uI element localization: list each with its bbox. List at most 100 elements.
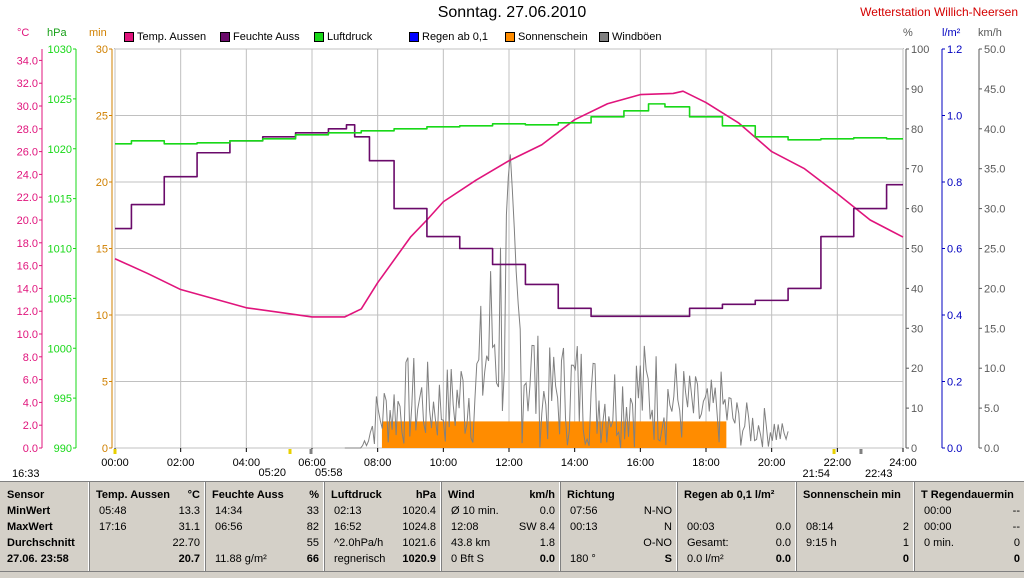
- axis-label-temp: 28.0: [17, 124, 38, 136]
- stats-col-pressure: Luftdruck hPa 02:13 1020.4 16:52 1024.8 ^2.0hP…: [324, 482, 441, 578]
- stats-value: 0: [902, 553, 909, 565]
- axis-label-humidity: 40: [911, 283, 923, 295]
- x-axis-label: 16:00: [627, 457, 655, 469]
- stats-value: 1024.8: [402, 521, 436, 533]
- stats-time: 12:08: [451, 521, 479, 533]
- stats-col-temp: Temp. Aussen °C 05:48 13.3 17:16 31.1 22.70 20.…: [89, 482, 205, 578]
- axis-label-rain: 0.8: [947, 177, 962, 189]
- axis-label-sun: 30: [96, 44, 108, 56]
- x-axis-label: 20:00: [758, 457, 786, 469]
- stats-unit: %: [309, 489, 319, 501]
- axis-label-pressure: 990: [54, 443, 72, 455]
- legend-sun[interactable]: Sonnenschein: [505, 31, 588, 43]
- legend-wind[interactable]: Windböen: [599, 31, 662, 43]
- axis-label-temp: 0.0: [23, 443, 38, 455]
- stats-time: 0 Bft S: [451, 553, 485, 565]
- stats-col-rain-duration: T Regendauermin 00:00 -- 00:00 -- 0 min. 0 0: [914, 482, 1024, 578]
- stats-value: 82: [306, 521, 319, 533]
- event-marker-label: 21:54: [803, 468, 831, 480]
- axis-label-humidity: 30: [911, 323, 923, 335]
- chart-grid: [114, 48, 904, 449]
- stats-time: 02:13: [334, 505, 362, 517]
- axis-label-temp: 30.0: [17, 101, 38, 113]
- stats-value: 0.0: [775, 553, 791, 565]
- stats-time: 43.8 km: [451, 537, 491, 549]
- axis-label-pressure: 1025: [48, 94, 72, 106]
- stats-col-wind: Wind km/h Ø 10 min. 0.0 12:08 SW 8.4 43.8 km 1.…: [441, 482, 560, 578]
- axis-label-temp: 14.0: [17, 283, 38, 295]
- chart-axes: 34.0 32.0 30.0 28.0 26.0 24.0 22.0 20.0 18.0 16.0…: [17, 44, 1006, 469]
- stats-value: 22.70: [172, 537, 200, 549]
- axis-label-temp: 32.0: [17, 78, 38, 90]
- axis-label-wind: 40.0: [984, 124, 1005, 136]
- stats-value: 0.0: [775, 521, 791, 533]
- stats-value: S: [664, 553, 672, 565]
- axis-label-wind: 30.0: [984, 204, 1005, 216]
- stats-panel: Sensor MinWert MaxWert Durchschnitt 27.0…: [0, 481, 1024, 578]
- stats-head: Luftdruck: [331, 489, 382, 501]
- x-axis-label: 14:00: [561, 457, 589, 469]
- x-axis-label: 02:00: [167, 457, 195, 469]
- axis-label-temp: 6.0: [23, 375, 38, 387]
- stats-time: 00:03: [687, 521, 715, 533]
- legend-label: Luftdruck: [327, 31, 373, 43]
- axis-label-sun: 20: [96, 177, 108, 189]
- axis-label-rain: 0.2: [947, 377, 962, 389]
- bottom-scroll-strip[interactable]: [0, 571, 1024, 578]
- stats-value: 0: [1013, 553, 1020, 565]
- x-axis-label: 04:00: [233, 457, 261, 469]
- axis-label-humidity: 90: [911, 84, 923, 96]
- legend-temp[interactable]: Temp. Aussen: [124, 31, 206, 43]
- legend-label: Windböen: [612, 31, 662, 43]
- stats-value: N-NO: [643, 505, 672, 517]
- axis-label-temp: 34.0: [17, 55, 38, 67]
- stats-time: 180 °: [570, 553, 596, 565]
- axis-label-pressure: 1030: [48, 44, 72, 56]
- stats-time: regnerisch: [334, 553, 386, 565]
- axis-label-temp: 26.0: [17, 147, 38, 159]
- x-axis-label: 08:00: [364, 457, 392, 469]
- axis-label-temp: 12.0: [17, 306, 38, 318]
- legend-rain[interactable]: Regen ab 0,1: [409, 31, 488, 43]
- axis-label-wind: 50.0: [984, 44, 1005, 56]
- legend-label: Feuchte Auss: [233, 31, 300, 43]
- chart-markers: 16:33 05:20 05:58 21:54 22:43: [12, 449, 893, 480]
- stats-head: Temp. Aussen: [96, 489, 170, 501]
- stats-col-humidity: Feuchte Auss% 14:34 33 06:56 82 55 11.88 g/m² 6…: [205, 482, 324, 578]
- legend-humidity[interactable]: Feuchte Auss: [220, 31, 300, 43]
- axis-label-sun: 25: [96, 111, 108, 123]
- axis-label-rain: 1.0: [947, 111, 962, 123]
- axis-label-rain: 0.4: [947, 310, 962, 322]
- axis-label-humidity: 10: [911, 403, 923, 415]
- stats-value: 1021.6: [402, 537, 436, 549]
- x-axis-label: 22:00: [824, 457, 852, 469]
- stats-time: 11.88 g/m²: [215, 553, 267, 565]
- x-axis-label: 24:00: [889, 457, 917, 469]
- axis-label-wind: 0.0: [984, 443, 999, 455]
- legend-pressure[interactable]: Luftdruck: [314, 31, 372, 43]
- stats-time: ^2.0hPa/h: [334, 537, 384, 549]
- station-name: Wetterstation Willich-Neersen: [860, 5, 1018, 19]
- event-marker-label: 16:33: [12, 468, 40, 480]
- unit-wind: km/h: [978, 27, 1002, 39]
- legend-swatch-icon: [505, 32, 515, 42]
- stats-unit: hPa: [415, 489, 436, 501]
- stats-col-sunshine: Sonnenschein min 08:14 2 9:15 h 1 0: [796, 482, 914, 578]
- axis-label-temp: 22.0: [17, 192, 38, 204]
- stats-time: Gesamt:: [687, 537, 729, 549]
- stats-time: 00:00: [924, 521, 952, 533]
- axis-label-sun: 10: [96, 310, 108, 322]
- event-marker-label: 05:58: [315, 467, 343, 479]
- stats-time: 00:13: [570, 521, 598, 533]
- stats-time: 0 min.: [924, 537, 954, 549]
- legend-swatch-icon: [124, 32, 134, 42]
- axis-label-temp: 4.0: [23, 397, 38, 409]
- axis-label-temp: 24.0: [17, 169, 38, 181]
- axis-label-humidity: 70: [911, 164, 923, 176]
- axis-label-pressure: 1010: [48, 244, 72, 256]
- axis-label-humidity: 100: [911, 44, 929, 56]
- axis-label-temp: 8.0: [23, 352, 38, 364]
- x-axis-label: 12:00: [495, 457, 523, 469]
- stats-label: MinWert: [7, 505, 51, 517]
- stats-value: 55: [306, 537, 319, 549]
